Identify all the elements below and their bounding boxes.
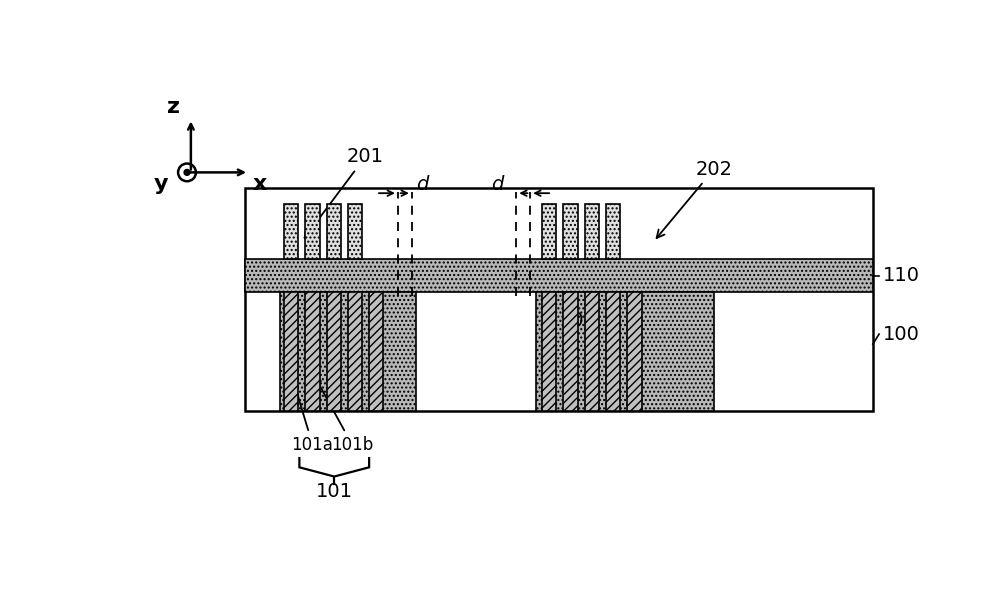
Text: 100: 100: [883, 325, 920, 343]
Bar: [536, 291, 714, 411]
Bar: [245, 259, 873, 291]
Text: x: x: [253, 174, 267, 194]
Bar: [280, 291, 416, 411]
Text: z: z: [167, 97, 180, 117]
Text: 101b: 101b: [315, 377, 373, 454]
Bar: [585, 291, 599, 411]
Bar: [284, 204, 298, 259]
Bar: [369, 291, 383, 411]
Bar: [627, 291, 642, 411]
Bar: [284, 291, 298, 411]
Bar: [326, 291, 341, 411]
Circle shape: [184, 169, 190, 175]
Text: y: y: [154, 174, 168, 194]
Bar: [542, 204, 556, 259]
Text: 201: 201: [305, 147, 384, 238]
Bar: [606, 291, 620, 411]
Text: 101: 101: [316, 482, 353, 501]
Text: 102: 102: [560, 311, 597, 356]
Bar: [348, 291, 362, 411]
Bar: [585, 204, 599, 259]
Text: d: d: [492, 175, 504, 194]
Bar: [563, 291, 578, 411]
Bar: [326, 204, 341, 259]
Text: d: d: [416, 175, 429, 194]
Text: 110: 110: [883, 266, 920, 285]
Bar: [305, 291, 320, 411]
Bar: [245, 188, 873, 411]
Bar: [563, 204, 578, 259]
Bar: [606, 204, 620, 259]
Text: 101a: 101a: [291, 377, 333, 454]
Bar: [348, 204, 362, 259]
Bar: [542, 291, 556, 411]
Bar: [305, 204, 320, 259]
Text: 202: 202: [657, 160, 732, 238]
